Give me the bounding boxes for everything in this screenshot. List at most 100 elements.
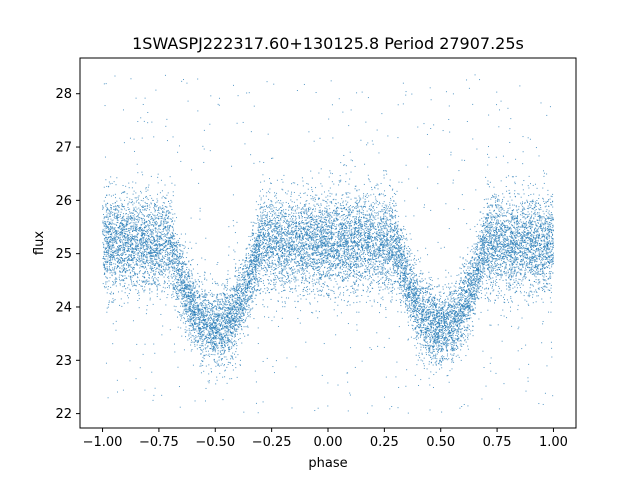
data-point: [436, 286, 437, 287]
data-point: [386, 271, 387, 272]
data-point: [181, 316, 182, 317]
data-point: [504, 245, 505, 246]
data-point: [272, 216, 273, 217]
data-point: [475, 249, 476, 250]
data-point: [542, 288, 543, 289]
data-point: [232, 357, 233, 358]
data-point: [449, 288, 450, 289]
data-point: [122, 241, 123, 242]
data-point: [437, 341, 438, 342]
data-point: [319, 269, 320, 270]
data-point: [165, 215, 166, 216]
data-point: [386, 279, 387, 280]
data-point: [182, 285, 183, 286]
data-point: [364, 204, 365, 205]
data-point: [276, 193, 277, 194]
data-point: [346, 227, 347, 228]
data-point: [281, 242, 282, 243]
data-point: [268, 289, 269, 290]
data-point: [386, 239, 387, 240]
data-point: [291, 224, 292, 225]
data-point: [318, 251, 319, 252]
data-point: [214, 300, 215, 301]
data-point: [475, 265, 476, 266]
data-point: [148, 263, 149, 264]
data-point: [110, 183, 111, 184]
data-point: [295, 263, 296, 264]
data-point: [112, 269, 113, 270]
data-point: [516, 274, 517, 275]
data-point: [388, 210, 389, 211]
data-point: [394, 245, 395, 246]
data-point: [486, 248, 487, 249]
data-point: [335, 239, 336, 240]
data-point: [380, 287, 381, 288]
data-point: [281, 203, 282, 204]
data-point: [344, 273, 345, 274]
data-point: [313, 227, 314, 228]
data-point: [430, 340, 431, 341]
data-point: [356, 190, 357, 191]
data-point: [313, 291, 314, 292]
data-point: [169, 267, 170, 268]
data-point: [218, 334, 219, 335]
data-point: [479, 220, 480, 221]
data-point: [372, 274, 373, 275]
data-point: [513, 216, 514, 217]
data-point: [186, 300, 187, 301]
data-point: [200, 309, 201, 310]
data-point: [289, 237, 290, 238]
data-point: [357, 264, 358, 265]
data-point: [523, 136, 524, 137]
data-point: [387, 278, 388, 279]
data-point: [269, 265, 270, 266]
data-point: [155, 217, 156, 218]
data-point: [161, 291, 162, 292]
data-point: [236, 320, 237, 321]
data-point: [458, 208, 459, 209]
data-point: [379, 237, 380, 238]
data-point: [299, 249, 300, 250]
data-point: [115, 251, 116, 252]
data-point: [235, 318, 236, 319]
data-point: [212, 311, 213, 312]
data-point: [344, 279, 345, 280]
data-point: [323, 296, 324, 297]
data-point: [465, 316, 466, 317]
data-point: [115, 281, 116, 282]
data-point: [137, 242, 138, 243]
data-point: [409, 251, 410, 252]
data-point: [158, 209, 159, 210]
data-point: [186, 257, 187, 258]
data-point: [223, 306, 224, 307]
data-point: [497, 234, 498, 235]
data-point: [231, 378, 232, 379]
data-point: [383, 267, 384, 268]
data-point: [276, 226, 277, 227]
data-point: [347, 302, 348, 303]
data-point: [460, 297, 461, 298]
data-point: [175, 233, 176, 234]
data-point: [485, 235, 486, 236]
data-point: [387, 229, 388, 230]
data-point: [467, 337, 468, 338]
data-point: [401, 249, 402, 250]
data-point: [465, 355, 466, 356]
data-point: [194, 288, 195, 289]
data-point: [542, 228, 543, 229]
data-point: [540, 207, 541, 208]
data-point: [188, 273, 189, 274]
data-point: [304, 230, 305, 231]
data-point: [128, 276, 129, 277]
data-point: [328, 245, 329, 246]
data-point: [514, 193, 515, 194]
data-point: [261, 231, 262, 232]
data-point: [287, 235, 288, 236]
data-point: [504, 268, 505, 269]
data-point: [461, 280, 462, 281]
data-point: [315, 208, 316, 209]
data-point: [145, 197, 146, 198]
data-point: [282, 306, 283, 307]
data-point: [306, 183, 307, 184]
data-point: [426, 299, 427, 300]
